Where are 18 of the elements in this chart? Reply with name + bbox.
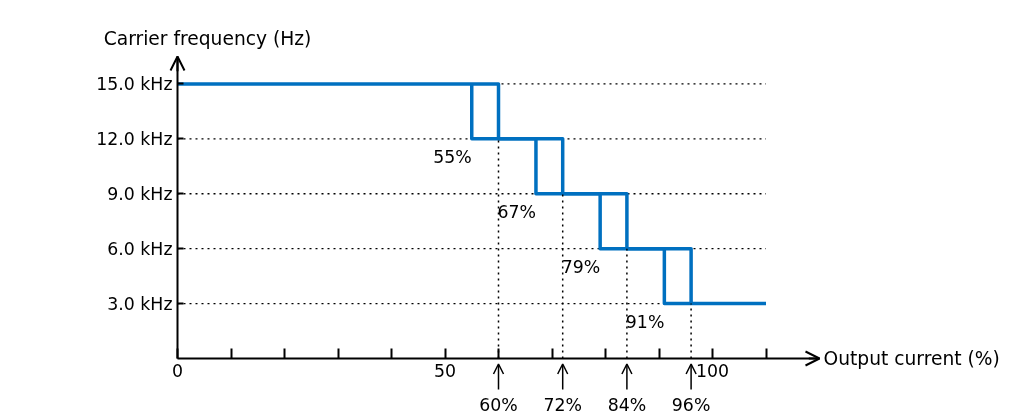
y-tick-label: 15.0 kHz xyxy=(96,73,173,94)
annotation: 67% xyxy=(497,201,536,222)
y-tick-label: 3.0 kHz xyxy=(107,293,173,314)
x-tick-label: 100 xyxy=(695,360,730,381)
annotation: 55% xyxy=(433,146,472,167)
annotation: 91% xyxy=(625,311,665,332)
y-axis-title: Carrier frequency (Hz) xyxy=(103,27,312,49)
y-tick-label: 9.0 kHz xyxy=(107,183,173,204)
x-tick-label: 0 xyxy=(171,360,184,381)
ref-line-label: 96% xyxy=(671,394,711,415)
ref-line-label: 84% xyxy=(607,394,647,415)
x-tick-label: 50 xyxy=(433,360,457,381)
ref-line-label: 72% xyxy=(543,394,582,415)
x-axis-title: Output current (%) xyxy=(823,348,1000,369)
ref-line-label: 60% xyxy=(479,394,518,415)
y-tick-label: 6.0 kHz xyxy=(107,238,173,259)
annotation: 79% xyxy=(561,256,601,277)
y-tick-label: 12.0 kHz xyxy=(96,128,173,149)
